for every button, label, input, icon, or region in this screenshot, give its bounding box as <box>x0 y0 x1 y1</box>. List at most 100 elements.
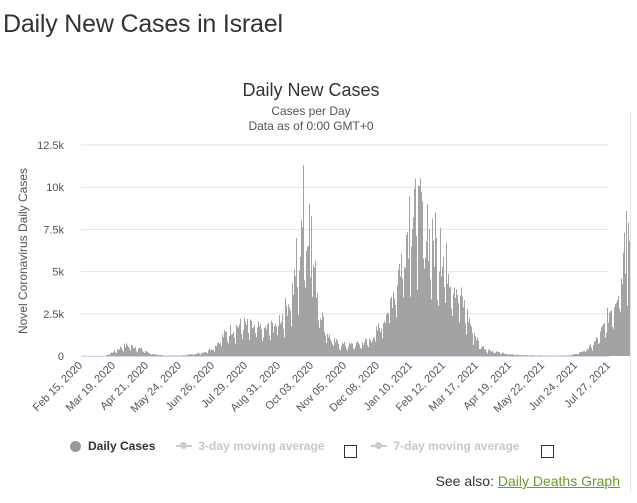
daily-cases-bar <box>570 355 571 356</box>
daily-cases-bar <box>320 318 321 356</box>
daily-cases-bar <box>201 352 202 356</box>
daily-cases-bar <box>612 326 613 356</box>
daily-cases-bar <box>276 326 277 356</box>
daily-cases-bar <box>211 349 212 356</box>
daily-cases-bar <box>439 271 440 356</box>
daily-cases-bar <box>579 352 580 356</box>
daily-cases-bar <box>448 273 449 356</box>
daily-cases-bar <box>218 342 219 356</box>
daily-cases-bar <box>235 343 236 356</box>
daily-cases-bar <box>112 352 113 356</box>
legend-item-daily-cases[interactable]: Daily Cases <box>70 439 155 453</box>
bar-series-daily-cases <box>106 165 631 356</box>
daily-cases-bar <box>430 279 431 356</box>
daily-cases-bar <box>264 327 265 356</box>
daily-cases-bar <box>190 354 191 356</box>
daily-cases-bar <box>468 322 469 356</box>
daily-cases-bar <box>160 355 161 356</box>
daily-cases-bar <box>312 296 313 356</box>
daily-cases-bar <box>337 340 338 356</box>
daily-cases-bar <box>358 343 359 356</box>
daily-cases-bar <box>322 312 323 356</box>
daily-cases-bar <box>349 342 350 356</box>
daily-cases-bar <box>409 195 410 356</box>
daily-cases-bar <box>246 324 247 356</box>
daily-cases-bar <box>155 354 156 356</box>
daily-cases-bar <box>207 353 208 356</box>
daily-cases-bar <box>267 324 268 356</box>
daily-cases-bar <box>114 350 115 356</box>
daily-cases-bar <box>622 284 623 356</box>
daily-cases-bar <box>341 346 342 356</box>
daily-cases-bar <box>253 327 254 356</box>
daily-cases-bar <box>214 351 215 356</box>
daily-cases-bar <box>592 350 593 356</box>
daily-cases-bar <box>603 324 604 356</box>
legend-label-daily-cases: Daily Cases <box>88 439 156 453</box>
daily-cases-bar <box>621 278 622 356</box>
legend-item-3-day-ma[interactable]: 3-day moving average <box>176 439 324 453</box>
daily-cases-bar <box>618 295 619 356</box>
daily-cases-bar <box>197 353 198 356</box>
daily-cases-bar <box>521 355 522 356</box>
daily-cases-bar <box>217 342 218 356</box>
daily-cases-bar <box>270 340 271 356</box>
daily-cases-bar <box>262 341 263 356</box>
daily-cases-bar <box>308 245 309 356</box>
daily-cases-bar <box>623 252 624 356</box>
daily-cases-bar <box>416 236 417 356</box>
daily-cases-bar <box>153 354 154 356</box>
daily-cases-bar <box>454 287 455 356</box>
daily-cases-bar <box>123 351 124 356</box>
daily-cases-bar <box>257 327 258 356</box>
daily-cases-bar <box>462 296 463 356</box>
daily-cases-bar <box>604 322 605 356</box>
daily-cases-bar <box>532 355 533 356</box>
daily-cases-bar <box>576 354 577 356</box>
daily-cases-bar <box>525 355 526 356</box>
daily-cases-bar <box>225 331 226 356</box>
daily-cases-bar <box>414 188 415 356</box>
daily-cases-bar <box>574 353 575 356</box>
daily-cases-bar <box>607 307 608 356</box>
daily-cases-bar <box>144 353 145 356</box>
daily-cases-bar <box>587 349 588 356</box>
daily-cases-bar <box>117 349 118 356</box>
daily-cases-bar <box>389 323 390 356</box>
daily-cases-bar <box>402 278 403 356</box>
daily-cases-bar <box>323 316 324 356</box>
daily-cases-bar <box>396 317 397 356</box>
daily-cases-bar <box>357 341 358 356</box>
daily-cases-bar <box>111 352 112 356</box>
daily-cases-bar <box>307 246 308 356</box>
checkbox-7-day-ma[interactable] <box>540 444 554 458</box>
daily-cases-bar <box>629 240 630 356</box>
daily-cases-bar <box>475 336 476 356</box>
daily-cases-bar <box>128 346 129 356</box>
daily-cases-bar <box>352 343 353 356</box>
daily-cases-bar <box>116 353 117 356</box>
daily-cases-bar <box>274 326 275 356</box>
daily-cases-bar <box>608 322 609 356</box>
daily-cases-bar <box>615 303 616 356</box>
daily-cases-bar <box>393 291 394 356</box>
daily-cases-bar <box>344 341 345 356</box>
daily-cases-bar <box>497 352 498 356</box>
daily-cases-bar <box>438 305 439 356</box>
checkbox-3-day-ma[interactable] <box>344 444 358 458</box>
daily-cases-bar <box>195 354 196 356</box>
daily-cases-bar <box>595 340 596 356</box>
daily-cases-bar <box>577 353 578 356</box>
daily-cases-bar <box>394 298 395 356</box>
daily-cases-bar <box>583 351 584 356</box>
legend-item-7-day-ma[interactable]: 7-day moving average <box>371 439 520 453</box>
daily-cases-bar <box>254 324 255 356</box>
daily-cases-bar <box>229 336 230 356</box>
daily-deaths-graph-link[interactable]: Daily Deaths Graph <box>497 473 620 489</box>
daily-cases-bar <box>456 289 457 356</box>
daily-cases-bar <box>491 351 492 356</box>
daily-cases-bar <box>315 260 316 356</box>
daily-cases-bar <box>316 297 317 356</box>
daily-cases-bar <box>610 311 611 356</box>
daily-cases-bar <box>624 232 625 356</box>
